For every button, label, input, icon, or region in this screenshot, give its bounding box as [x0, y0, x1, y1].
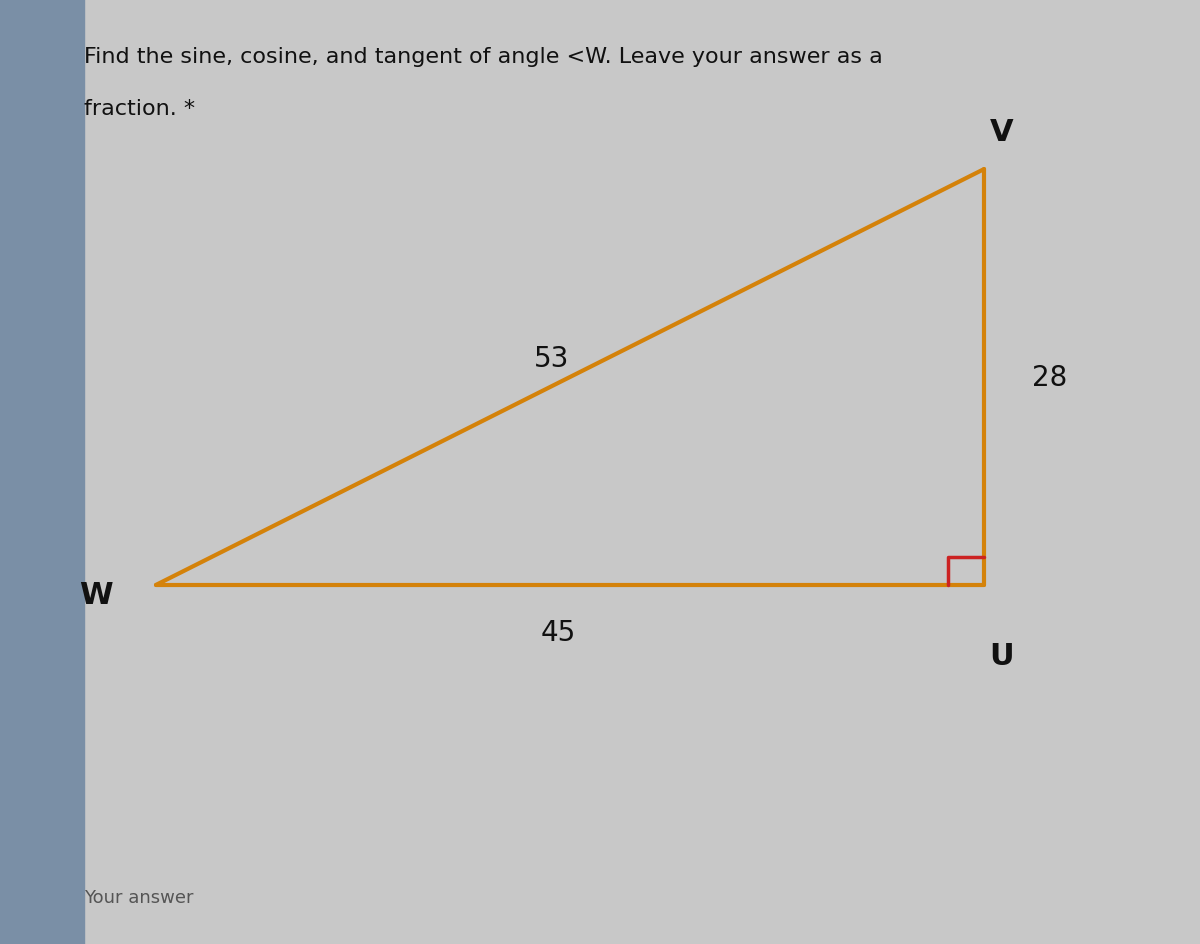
Text: fraction. *: fraction. *	[84, 99, 196, 119]
Text: V: V	[990, 118, 1014, 146]
Text: 45: 45	[540, 618, 576, 647]
Text: U: U	[990, 642, 1014, 670]
Text: Your answer: Your answer	[84, 888, 193, 906]
Text: Find the sine, cosine, and tangent of angle <W. Leave your answer as a: Find the sine, cosine, and tangent of an…	[84, 47, 883, 67]
Text: 53: 53	[534, 345, 570, 373]
Text: W: W	[79, 581, 113, 609]
Text: 28: 28	[1032, 363, 1068, 392]
